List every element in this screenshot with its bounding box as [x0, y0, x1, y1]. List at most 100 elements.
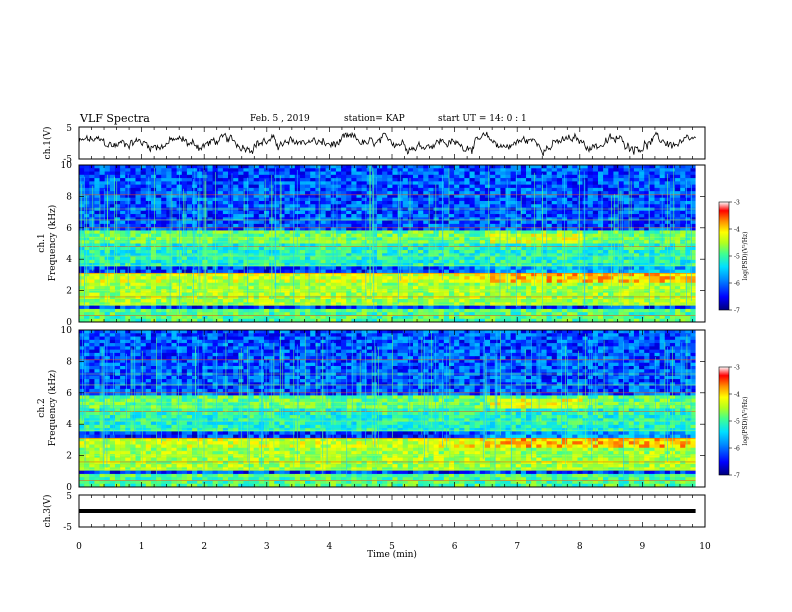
spectrogram-cell	[428, 292, 434, 297]
spectrogram-cell	[320, 253, 326, 257]
spectrogram-cell	[397, 200, 404, 205]
spectrogram-cell	[402, 227, 409, 231]
spectrogram-cell	[263, 243, 270, 248]
spectrogram-cell	[263, 191, 270, 195]
spectrogram-cell	[140, 181, 147, 185]
spectrogram-cell	[356, 253, 362, 257]
spectrogram-cell	[248, 295, 255, 300]
spectrogram-cell	[284, 269, 290, 274]
spectrogram-cell	[263, 178, 270, 182]
spectrogram-cell	[413, 305, 419, 310]
spectrogram-cell	[274, 269, 280, 274]
spectrogram-cell	[526, 214, 532, 218]
spectrogram-cell	[84, 200, 90, 205]
spectrogram-cell	[305, 178, 311, 182]
spectrogram-cell	[217, 200, 224, 205]
spectrogram-cell	[510, 181, 517, 185]
spectrogram-cell	[89, 230, 95, 234]
spectrogram-cell	[99, 230, 105, 234]
spectrogram-cell	[562, 282, 568, 287]
spectrogram-cell	[238, 282, 244, 287]
spectrogram-cell	[171, 197, 177, 202]
spectrogram-cell	[433, 207, 439, 212]
spectrogram-cell	[140, 171, 147, 176]
spectrogram-cell	[510, 289, 517, 293]
spectrogram-cell	[238, 272, 244, 277]
spectrogram-cell	[505, 174, 511, 179]
spectrogram-cell	[114, 250, 121, 254]
spectrogram-cell	[274, 165, 280, 169]
spectrogram-cell	[274, 286, 280, 290]
spectrogram-cell	[99, 187, 105, 192]
spectrogram-cell	[238, 223, 244, 228]
spectrogram-cell	[515, 286, 522, 290]
spectrogram-cell	[279, 305, 285, 310]
spectrogram-cell	[443, 217, 450, 221]
spectrogram-cell	[135, 174, 141, 179]
spectrogram-cell	[392, 223, 398, 228]
spectrogram-cell	[469, 263, 475, 267]
spectrogram-cell	[320, 243, 326, 248]
spectrogram-cell	[515, 194, 522, 199]
spectrogram-cell	[567, 305, 573, 310]
spectrogram-cell	[500, 204, 506, 208]
spectrogram-cell	[479, 194, 486, 199]
spectrogram-cell	[428, 200, 434, 205]
spectrogram-cell	[305, 174, 311, 179]
spectrogram-cell	[510, 207, 517, 212]
spectrogram-cell	[243, 227, 249, 231]
spectrogram-cell	[582, 227, 588, 231]
spectrogram-cell	[526, 259, 532, 264]
spectrogram-cell	[274, 279, 280, 284]
spectrogram-cell	[520, 246, 527, 251]
spectrogram-cell	[310, 250, 316, 254]
spectrogram-cell	[356, 289, 362, 293]
spectrogram-cell	[228, 181, 234, 185]
spectrogram-cell	[166, 295, 172, 300]
spectrogram-cell	[120, 282, 126, 287]
spectrogram-cell	[443, 292, 450, 297]
spectrogram-cell	[94, 233, 100, 238]
spectrogram-cell	[279, 286, 285, 290]
spectrogram-cell	[320, 236, 326, 241]
spectrogram-cell	[299, 263, 306, 267]
spectrogram-cell	[556, 315, 563, 320]
spectrogram-cell	[510, 171, 517, 176]
spectrogram-cell	[263, 207, 270, 212]
spectrogram-cell	[546, 243, 553, 248]
spectrogram-cell	[361, 315, 368, 320]
spectrogram-cell	[171, 276, 177, 280]
spectrogram-cell	[289, 236, 296, 241]
spectrogram-cell	[89, 168, 95, 172]
spectrogram-cell	[541, 233, 547, 238]
spectrogram-cell	[130, 223, 136, 228]
spectrogram-cell	[89, 178, 95, 182]
spectrogram-cell	[150, 253, 157, 257]
spectrogram-cell	[156, 174, 162, 179]
spectrogram-cell	[531, 223, 537, 228]
spectrogram-cell	[289, 295, 296, 300]
spectrogram-cell	[556, 194, 563, 199]
spectrogram-cell	[418, 165, 424, 169]
spectrogram-cell	[145, 276, 152, 280]
spectrogram-cell	[253, 295, 260, 300]
spectrogram-cell	[238, 187, 244, 192]
spectrogram-cell	[351, 174, 357, 179]
spectrogram-cell	[438, 256, 445, 261]
spectrogram-cell	[305, 266, 311, 270]
spectrogram-cell	[556, 282, 563, 287]
spectrogram-cell	[577, 227, 583, 231]
spectrogram-cell	[546, 299, 553, 303]
spectrogram-cell	[418, 276, 424, 280]
spectrogram-cell	[382, 223, 388, 228]
spectrogram-cell	[79, 165, 85, 169]
spectrogram-cell	[310, 181, 316, 185]
spectrogram-cell	[531, 246, 537, 251]
spectrogram-cell	[341, 259, 347, 264]
spectrogram-cell	[479, 165, 486, 169]
spectrogram-cell	[479, 256, 486, 261]
spectrogram-cell	[89, 191, 95, 195]
spectrogram-cell	[505, 220, 511, 225]
spectrogram-cell	[248, 266, 255, 270]
spectrogram-cell	[551, 178, 558, 182]
